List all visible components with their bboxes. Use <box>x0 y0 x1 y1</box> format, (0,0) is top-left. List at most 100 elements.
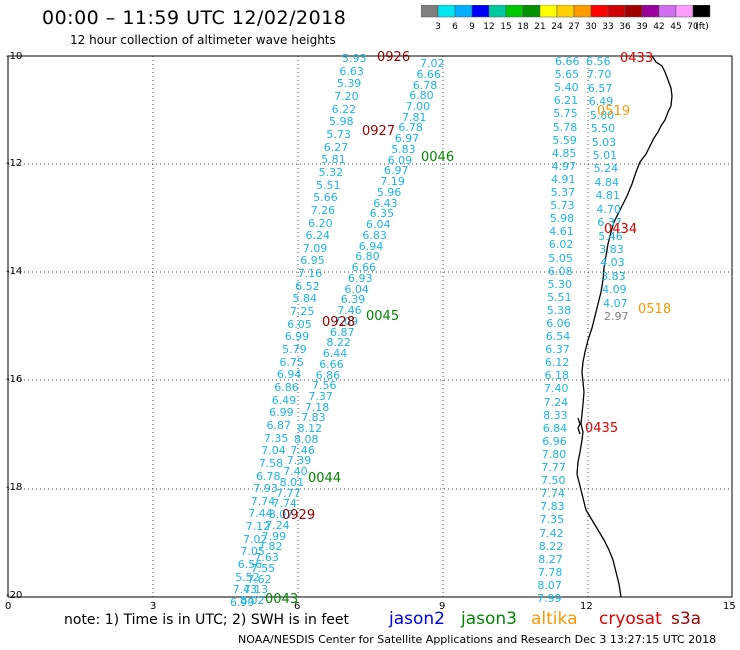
scale-label: 33 <box>602 22 613 32</box>
scale-label: 9 <box>469 22 475 32</box>
swh-value: 7.46 <box>290 443 315 457</box>
time-label: 0518 <box>638 302 672 317</box>
swh-value: 5.83 <box>391 142 416 156</box>
lat-label: -14 <box>6 266 23 277</box>
swh-value: 6.66 <box>351 261 377 275</box>
swh-value: 7.18 <box>304 400 330 414</box>
swh-value: 5.51 <box>547 290 572 304</box>
swh-value: 6.99 <box>269 406 294 420</box>
swh-value: 6.21 <box>553 94 579 108</box>
swh-value: 6.87 <box>330 325 355 339</box>
swh-value: 7.40 <box>544 382 569 396</box>
swh-value: 6.27 <box>323 140 349 154</box>
scale-label: (ft) <box>695 22 709 32</box>
lon-label: 0 <box>5 601 12 612</box>
swh-value: 4.84 <box>594 175 620 189</box>
swh-value: 6.83 <box>362 228 387 242</box>
swh-value: 6.56 <box>586 55 611 68</box>
swh-value: 6.24 <box>305 229 331 243</box>
swh-value: 6.66 <box>319 357 344 371</box>
swh-value: 7.09 <box>333 314 359 328</box>
swh-value: 6.93 <box>348 271 373 285</box>
swh-value: 5.50 <box>590 122 616 136</box>
swh-value: 4.85 <box>551 146 577 160</box>
swh-value: 5.03 <box>591 135 617 149</box>
swh-value: 7.05 <box>240 545 265 559</box>
swh-value: 7.19 <box>380 175 405 189</box>
swh-value: 8.12 <box>297 422 323 436</box>
swh-value: 7.83 <box>301 411 326 425</box>
swh-value: 6.08 <box>548 264 573 278</box>
swh-value: 7.02 <box>420 57 445 70</box>
scale-label: 42 <box>653 22 664 32</box>
swh-value: 8.07 <box>268 508 294 522</box>
legend-cryosat: cryosat <box>599 609 662 629</box>
swh-value: 7.70 <box>586 68 612 82</box>
swh-value: 7.63 <box>254 551 279 564</box>
swh-value: 7.43 <box>232 583 258 597</box>
footnote: note: 1) Time is in UTC; 2) SWH is in fe… <box>64 612 350 628</box>
time-label: 0926 <box>377 50 411 65</box>
swh-value: 7.74 <box>250 494 276 508</box>
swh-value: 5.78 <box>552 120 578 134</box>
legend-altika: altika <box>531 609 578 629</box>
page-title: 00:00 – 11:59 UTC 12/02/2018 <box>42 7 347 29</box>
swh-value: 6.96 <box>542 434 567 448</box>
swh-value: 4.91 <box>551 172 576 186</box>
swh-value: 7.81 <box>402 110 427 124</box>
coastline <box>576 55 673 598</box>
swh-value: 7.26 <box>310 203 336 217</box>
page-subtitle: 12 hour collection of altimeter wave hei… <box>70 33 336 47</box>
swh-value: 7.46 <box>337 304 362 317</box>
time-label: 0434 <box>604 222 638 237</box>
swh-value: 4.97 <box>551 159 577 173</box>
swh-value: 5.73 <box>326 127 351 141</box>
swh-value: 7.74 <box>540 487 566 501</box>
swh-value: 7.58 <box>258 456 284 470</box>
swh-value: 7.80 <box>541 447 567 461</box>
swh-value: 7.35 <box>263 431 289 445</box>
swh-value: 6.05 <box>287 317 312 331</box>
swh-value: 5.30 <box>547 277 573 291</box>
credit-line: NOAA/NESDIS Center for Satellite Applica… <box>238 633 717 646</box>
swh-value: 5.73 <box>550 199 575 213</box>
swh-value: 6.86 <box>274 380 299 394</box>
swh-value: 5.81 <box>321 153 346 167</box>
swh-value: 8.02 <box>240 594 265 607</box>
scale-label: 39 <box>636 22 648 32</box>
swh-value: 4.09 <box>602 283 627 297</box>
swh-value: 5.38 <box>546 303 572 317</box>
swh-value: 6.57 <box>587 81 613 95</box>
swh-value: 7.35 <box>539 513 565 527</box>
time-label: 0928 <box>322 315 356 330</box>
swh-value: 7.83 <box>540 500 565 514</box>
swh-value: 6.78 <box>256 469 281 483</box>
swh-value: 8.01 <box>279 475 305 489</box>
lon-label: 6 <box>294 601 301 612</box>
lon-label: 12 <box>580 601 593 612</box>
lat-label: -20 <box>6 590 23 601</box>
swh-value: 5.37 <box>550 186 576 199</box>
swh-value: 6.44 <box>322 347 348 360</box>
swh-value: 5.96 <box>376 185 402 199</box>
swh-value: 7.09 <box>302 241 328 255</box>
swh-value: 5.59 <box>552 133 577 147</box>
swh-value: 8.27 <box>538 552 563 566</box>
time-label: 0433 <box>620 51 654 66</box>
swh-value: 7.20 <box>334 90 359 103</box>
swh-value: 7.12 <box>245 520 271 534</box>
swh-value: 4.70 <box>596 202 621 216</box>
swh-value: 6.97 <box>394 132 420 146</box>
scale-label: 12 <box>483 22 494 32</box>
swh-value: 6.63 <box>339 64 364 78</box>
swh-value: 7.50 <box>541 474 566 488</box>
lon-label: 15 <box>723 601 736 612</box>
swh-value: 5.05 <box>548 251 573 265</box>
swh-value: 8.22 <box>326 336 351 350</box>
wave-height-color-scale: 3 6 9 12 15 18 21 24 27 30 33 36 39 42 45 70(ft) <box>421 5 711 32</box>
swh-value: 6.54 <box>545 330 571 343</box>
swh-value: 7.62 <box>247 572 272 586</box>
swh-value: 7.13 <box>243 583 269 597</box>
scale-swatch <box>692 5 711 18</box>
swh-value: 6.06 <box>546 317 571 330</box>
